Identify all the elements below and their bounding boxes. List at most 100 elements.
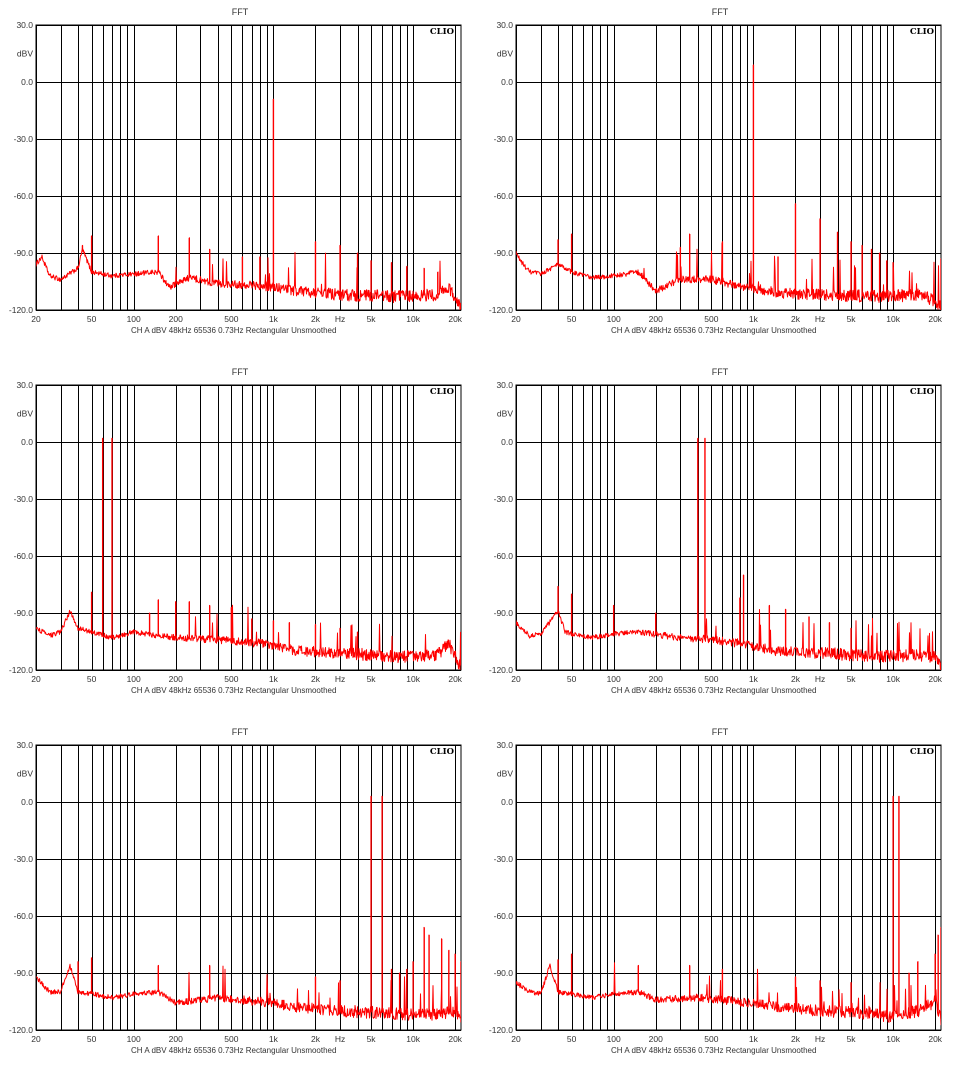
- measurement-settings: CH A dBV 48kHz 65536 0.73Hz Rectangular …: [611, 686, 816, 695]
- y-tick-label: 30.0: [16, 740, 33, 750]
- x-tick-label: 50: [87, 314, 97, 324]
- y-axis-label: dBV: [17, 49, 33, 59]
- x-tick-label: 500: [224, 1034, 238, 1044]
- x-tick-label: 20k: [448, 314, 462, 324]
- y-tick-label: -90.0: [494, 248, 514, 258]
- y-axis-label: dBV: [17, 769, 33, 779]
- x-tick-label: 20k: [448, 674, 462, 684]
- fft-panel-1: FFT 30.0 0.0 -30.0 -60.0 -90.0 -120.0 dBV 20 50 10…: [0, 0, 480, 360]
- x-tick-label: 50: [567, 674, 577, 684]
- y-tick-label: 30.0: [496, 740, 513, 750]
- x-tick-label: 20: [511, 1034, 521, 1044]
- x-tick-label: 20: [511, 314, 521, 324]
- fft-chart-svg: FFT 30.0 0.0 -30.0 -60.0 -90.0 -120.0 dBV 20 50 10…: [489, 7, 943, 335]
- x-tick-label: Hz: [815, 674, 825, 684]
- x-tick-label: 2k: [791, 314, 801, 324]
- x-tick-label: Hz: [335, 674, 345, 684]
- y-tick-label: 30.0: [16, 20, 33, 30]
- chart-title: FFT: [232, 367, 249, 377]
- y-tick-label: -60.0: [494, 911, 514, 921]
- y-tick-label: 30.0: [496, 380, 513, 390]
- measurement-settings: CH A dBV 48kHz 65536 0.73Hz Rectangular …: [611, 1046, 816, 1055]
- x-tick-label: 500: [224, 314, 238, 324]
- x-tick-label: 5k: [847, 314, 857, 324]
- plot-area: [515, 384, 942, 671]
- y-tick-label: 0.0: [501, 797, 513, 807]
- x-tick-label: 10k: [886, 1034, 900, 1044]
- x-tick-label: 2k: [311, 314, 321, 324]
- x-tick-label: 5k: [367, 1034, 377, 1044]
- x-tick-label: 1k: [269, 314, 279, 324]
- chart-title: FFT: [232, 7, 249, 17]
- y-tick-label: 0.0: [21, 77, 33, 87]
- x-tick-label: 10k: [406, 314, 420, 324]
- spectral-peaks: [557, 796, 941, 1019]
- x-tick-label: 1k: [269, 1034, 279, 1044]
- x-tick-label: 20k: [928, 314, 942, 324]
- x-tick-label: 20k: [448, 1034, 462, 1044]
- x-tick-label: Hz: [815, 1034, 825, 1044]
- y-axis-label: dBV: [17, 409, 33, 419]
- vertical-grid: [516, 385, 936, 670]
- x-tick-label: 500: [704, 674, 718, 684]
- y-tick-label: 0.0: [21, 437, 33, 447]
- measurement-settings: CH A dBV 48kHz 65536 0.73Hz Rectangular …: [131, 1046, 336, 1055]
- x-tick-label: 500: [704, 314, 718, 324]
- y-tick-label: -60.0: [14, 191, 34, 201]
- spectral-peaks: [81, 99, 439, 297]
- clio-logo: CLIO: [910, 747, 935, 757]
- y-tick-label: -120.0: [489, 305, 513, 315]
- x-tick-label: 20k: [928, 674, 942, 684]
- x-tick-label: 2k: [791, 674, 801, 684]
- spectrum-trace: [36, 795, 461, 1021]
- x-tick-label: 50: [87, 1034, 97, 1044]
- horizontal-grid: [516, 745, 941, 1031]
- x-tick-label: 100: [607, 1034, 621, 1044]
- plot-area: [515, 744, 942, 1031]
- x-tick-label: 100: [127, 314, 141, 324]
- spectral-peaks: [557, 64, 941, 309]
- y-axis-label: dBV: [497, 49, 513, 59]
- y-tick-label: -30.0: [14, 854, 34, 864]
- measurement-settings: CH A dBV 48kHz 65536 0.73Hz Rectangular …: [131, 686, 336, 695]
- horizontal-grid: [36, 385, 461, 671]
- x-tick-label: 5k: [367, 674, 377, 684]
- x-tick-label: 5k: [847, 1034, 857, 1044]
- x-tick-label: 2k: [791, 1034, 801, 1044]
- chart-title: FFT: [712, 7, 729, 17]
- horizontal-grid: [36, 745, 461, 1031]
- x-tick-label: 100: [127, 674, 141, 684]
- fft-panel-3: FFT 30.0 0.0 -30.0 -60.0 -90.0 -120.0 dBV 20 50 10…: [0, 360, 480, 720]
- y-axis-label: dBV: [497, 769, 513, 779]
- x-tick-label: 20k: [928, 1034, 942, 1044]
- y-tick-label: -120.0: [489, 1025, 513, 1035]
- x-tick-label: 50: [87, 674, 97, 684]
- x-tick-label: 5k: [847, 674, 857, 684]
- y-tick-label: 30.0: [16, 380, 33, 390]
- spectral-peaks: [557, 438, 852, 655]
- y-tick-label: -120.0: [9, 665, 33, 675]
- clio-logo: CLIO: [910, 387, 935, 397]
- fft-panel-4: FFT 30.0 0.0 -30.0 -60.0 -90.0 -120.0 dBV 20 50 10…: [480, 360, 960, 720]
- y-tick-label: 0.0: [501, 77, 513, 87]
- x-tick-label: Hz: [335, 1034, 345, 1044]
- y-tick-label: -120.0: [489, 665, 513, 675]
- x-tick-label: Hz: [335, 314, 345, 324]
- x-tick-label: 1k: [749, 314, 759, 324]
- x-tick-label: 20: [31, 314, 41, 324]
- y-tick-label: 0.0: [21, 797, 33, 807]
- y-tick-label: 30.0: [496, 20, 513, 30]
- fft-chart-svg: FFT 30.0 0.0 -30.0 -60.0 -90.0 -120.0 dBV 20 50 10…: [9, 727, 463, 1055]
- plot-area: [515, 24, 942, 311]
- x-tick-label: 20: [511, 674, 521, 684]
- x-tick-label: 2k: [311, 674, 321, 684]
- x-tick-label: 100: [607, 674, 621, 684]
- x-tick-label: 2k: [311, 1034, 321, 1044]
- x-tick-label: Hz: [815, 314, 825, 324]
- fft-chart-svg: FFT 30.0 0.0 -30.0 -60.0 -90.0 -120.0 dBV 20 50 10…: [489, 727, 943, 1055]
- y-tick-label: -30.0: [14, 134, 34, 144]
- y-tick-label: -120.0: [9, 305, 33, 315]
- chart-title: FFT: [712, 367, 729, 377]
- x-tick-label: 200: [649, 1034, 663, 1044]
- spectrum-trace: [516, 437, 941, 670]
